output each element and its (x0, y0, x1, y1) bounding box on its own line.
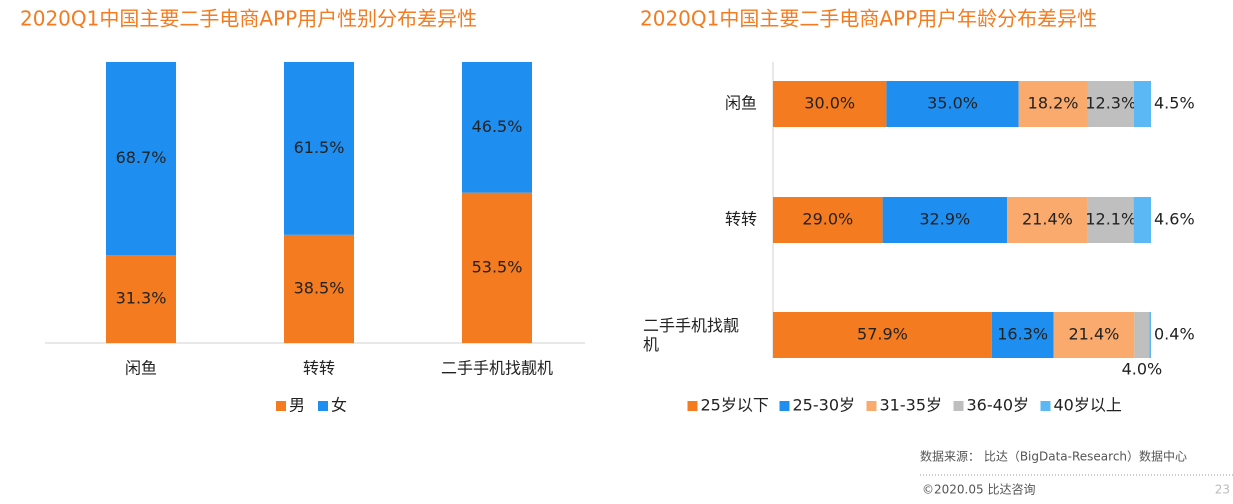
value-label: 12.3% (1085, 94, 1136, 113)
bar-segment (1087, 197, 1134, 243)
bar-segment (1087, 81, 1134, 127)
legend-label: 25岁以下 (701, 396, 769, 415)
bar-segment (1149, 312, 1151, 358)
legend-swatch (779, 401, 790, 411)
y-tick-label: 闲鱼 (725, 94, 757, 113)
legend-swatch (276, 401, 286, 411)
bar-segment (462, 192, 532, 343)
value-label: 21.4% (1069, 325, 1120, 344)
bar-segment (773, 197, 883, 243)
copyright: ©2020.05 比达咨询 (922, 482, 1035, 497)
legend-swatch (866, 401, 877, 411)
value-label: 4.6% (1154, 210, 1195, 229)
bar-segment (886, 81, 1019, 127)
value-label: 68.7% (116, 148, 167, 167)
value-label: 61.5% (294, 138, 345, 157)
value-label: 38.5% (294, 278, 345, 297)
bar-segment (1006, 197, 1088, 243)
bar-segment (1053, 312, 1135, 358)
value-label: 30.0% (804, 94, 855, 113)
chart-title: 2020Q1中国主要二手电商APP用户年龄分布差异性 (640, 7, 1097, 31)
legend-swatch (687, 401, 698, 411)
bar-segment (462, 62, 532, 193)
chart-title: 2020Q1中国主要二手电商APP用户性别分布差异性 (20, 7, 477, 31)
legend-swatch (318, 401, 328, 411)
bar-segment (773, 81, 887, 127)
value-label: 0.4% (1154, 325, 1195, 344)
value-label: 16.3% (997, 325, 1048, 344)
x-tick-label: 闲鱼 (125, 359, 157, 378)
source: 数据来源： 比达（BigData-Research）数据中心 (920, 449, 1187, 464)
value-label: 18.2% (1028, 94, 1079, 113)
value-label: 29.0% (802, 210, 853, 229)
legend-label: 25-30岁 (793, 396, 856, 415)
y-tick-label: 转转 (725, 210, 757, 229)
bar-segment (106, 255, 176, 343)
value-label: 21.4% (1022, 210, 1073, 229)
legend-label: 男 (289, 396, 305, 415)
x-tick-label: 二手手机找靓机 (441, 359, 553, 378)
legend-label: 31-35岁 (880, 396, 943, 415)
value-label: 31.3% (116, 289, 167, 308)
value-label: 57.9% (857, 325, 908, 344)
bar-segment (284, 234, 354, 343)
legend-swatch (1040, 401, 1051, 411)
value-label: 12.1% (1085, 210, 1136, 229)
bar-segment (773, 312, 992, 358)
legend-swatch (953, 401, 964, 411)
bar-segment (284, 62, 354, 235)
value-label: 4.5% (1154, 94, 1195, 113)
bar-segment (1134, 312, 1150, 358)
bar-segment (1018, 81, 1088, 127)
value-label: 35.0% (927, 94, 978, 113)
legend-label: 40岁以上 (1054, 396, 1122, 415)
value-label: 53.5% (472, 257, 523, 276)
bar-segment (882, 197, 1007, 243)
page-number: 23 (1215, 483, 1230, 497)
bar-segment (1133, 81, 1151, 127)
value-label: 46.5% (472, 117, 523, 136)
legend-label: 女 (331, 396, 347, 415)
legend-label: 36-40岁 (967, 396, 1030, 415)
bar-segment (991, 312, 1054, 358)
x-tick-label: 转转 (303, 359, 335, 378)
bar-segment (106, 62, 176, 256)
value-label: 32.9% (919, 210, 970, 229)
value-label: 4.0% (1122, 360, 1163, 379)
bar-segment (1133, 197, 1151, 243)
y-tick-label: 二手手机找靓机 (643, 316, 739, 354)
